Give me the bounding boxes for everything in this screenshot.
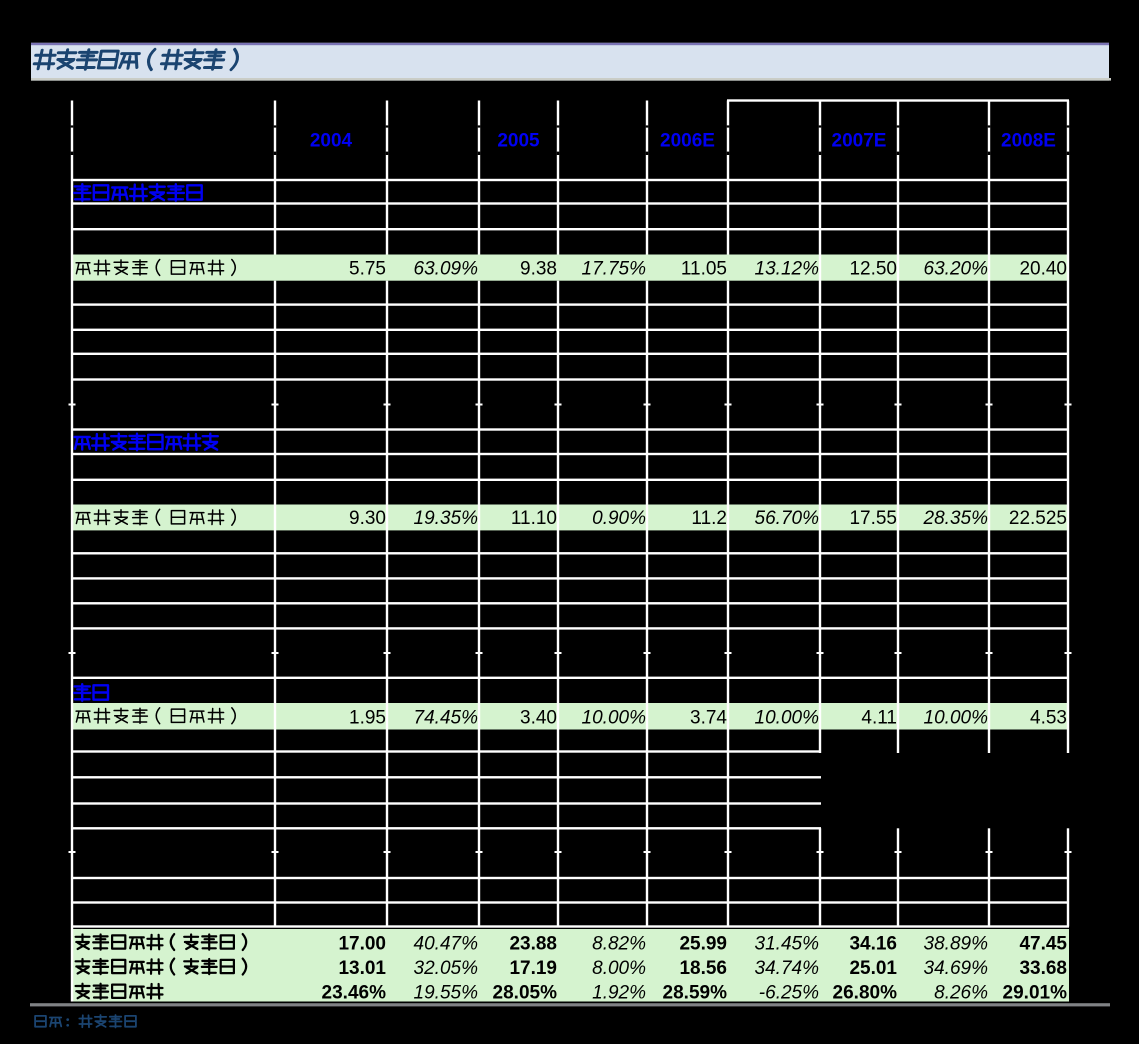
svg-text:4.11: 4.11 <box>861 707 897 728</box>
svg-text:20.40: 20.40 <box>1019 258 1067 279</box>
svg-text:34.69%: 34.69% <box>924 958 989 979</box>
svg-text:12.50: 12.50 <box>849 258 897 279</box>
svg-text:25.99: 25.99 <box>679 934 727 955</box>
svg-text:40.47%: 40.47% <box>414 934 479 955</box>
svg-text:2004: 2004 <box>310 131 353 152</box>
svg-text:8.82%: 8.82% <box>592 934 646 955</box>
svg-text:23.46%: 23.46% <box>322 983 387 1004</box>
svg-text:-6.25%: -6.25% <box>759 983 819 1004</box>
svg-text:31.45%: 31.45% <box>755 934 820 955</box>
svg-text:5.75: 5.75 <box>349 258 386 279</box>
svg-text:0.90%: 0.90% <box>592 508 646 529</box>
svg-text:3.40: 3.40 <box>520 707 557 728</box>
svg-text:25.01: 25.01 <box>849 958 897 979</box>
svg-text:38.89%: 38.89% <box>924 934 989 955</box>
svg-text:2006E: 2006E <box>660 131 715 152</box>
svg-text:17.19: 17.19 <box>509 958 557 979</box>
svg-text:10.00%: 10.00% <box>582 707 647 728</box>
svg-text:3.74: 3.74 <box>690 707 727 728</box>
svg-text:13.12%: 13.12% <box>755 258 820 279</box>
svg-text:29.01%: 29.01% <box>1003 983 1068 1004</box>
svg-text:56.70%: 56.70% <box>755 508 820 529</box>
svg-text:1.92%: 1.92% <box>592 983 646 1004</box>
svg-text:18.56: 18.56 <box>679 958 727 979</box>
svg-text:28.35%: 28.35% <box>923 508 989 529</box>
svg-text:74.45%: 74.45% <box>414 707 479 728</box>
svg-text:34.74%: 34.74% <box>755 958 820 979</box>
svg-text:19.55%: 19.55% <box>414 983 479 1004</box>
svg-text:33.68: 33.68 <box>1019 958 1067 979</box>
svg-text:2005: 2005 <box>497 131 540 152</box>
svg-text:19.35%: 19.35% <box>414 508 479 529</box>
svg-text:10.00%: 10.00% <box>755 707 820 728</box>
svg-text:2007E: 2007E <box>832 131 887 152</box>
svg-text:47.45: 47.45 <box>1019 934 1067 955</box>
svg-text:9.30: 9.30 <box>349 508 386 529</box>
svg-text:11.2: 11.2 <box>691 508 727 529</box>
svg-text:63.20%: 63.20% <box>924 258 989 279</box>
svg-text:11.05: 11.05 <box>681 258 727 279</box>
svg-text:2008E: 2008E <box>1001 131 1056 152</box>
svg-text:32.05%: 32.05% <box>414 958 479 979</box>
svg-text:26.80%: 26.80% <box>833 983 898 1004</box>
svg-text:8.00%: 8.00% <box>592 958 646 979</box>
svg-text:63.09%: 63.09% <box>414 258 479 279</box>
svg-text:17.00: 17.00 <box>338 934 386 955</box>
svg-text:8.26%: 8.26% <box>934 983 988 1004</box>
svg-text:23.88: 23.88 <box>509 934 557 955</box>
svg-text:13.01: 13.01 <box>338 958 386 979</box>
svg-text:17.55: 17.55 <box>849 508 897 529</box>
svg-text:10.00%: 10.00% <box>924 707 989 728</box>
svg-text:28.05%: 28.05% <box>493 983 558 1004</box>
svg-text:28.59%: 28.59% <box>663 983 728 1004</box>
svg-text:9.38: 9.38 <box>520 258 557 279</box>
svg-text:11.10: 11.10 <box>511 508 557 529</box>
svg-text:22.525: 22.525 <box>1009 508 1067 529</box>
svg-text:34.16: 34.16 <box>849 934 897 955</box>
svg-text:17.75%: 17.75% <box>582 258 647 279</box>
svg-text:4.53: 4.53 <box>1030 707 1067 728</box>
svg-text:1.95: 1.95 <box>349 707 386 728</box>
